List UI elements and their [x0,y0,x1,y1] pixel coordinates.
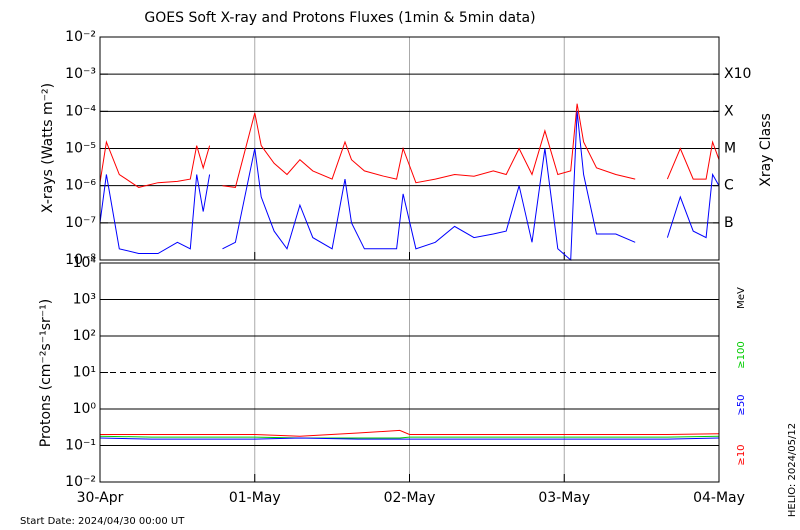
y-tick-label: 10⁻³ [65,66,96,82]
y2-axis-label: Xray Class [758,113,774,187]
y-tick-label: 10⁻⁶ [65,178,96,194]
y-tick-label: 10⁰ [73,401,97,417]
class-label: X10 [724,66,751,82]
plot-frame [99,36,720,261]
x-tick-label: 02-May [384,490,436,506]
y-tick-label: 10⁻⁸ [65,252,96,268]
y-tick-label: 10⁻⁴ [65,103,96,119]
legend-label: ≥100 [736,341,747,368]
y-tick-label: 10⁻⁷ [65,215,96,231]
series-line [99,435,720,439]
series-line [99,437,720,440]
x-tick-label: 04-May [693,490,745,506]
y-tick-label: 10³ [73,292,96,308]
y-tick-label: 10⁻¹ [65,438,96,454]
helio-date: HELIO: 2024/05/12 [787,423,798,517]
series-line [99,103,720,188]
class-label: M [724,141,736,157]
y-tick-label: 10⁻² [65,29,96,45]
y-tick-label: 10² [73,328,96,344]
x-tick-label: 01-May [229,490,281,506]
x-tick-label: 30-Apr [77,490,124,506]
y-tick-label: 10¹ [73,365,96,381]
x-tick-label: 03-May [538,490,590,506]
chart-title: GOES Soft X-ray and Protons Fluxes (1min… [144,10,535,26]
legend-label: ≥10 [736,444,747,465]
plot-frame [99,262,720,483]
start-date: Start Date: 2024/04/30 00:00 UT [20,516,185,527]
legend-title: MeV [736,287,747,309]
class-label: X [724,103,734,119]
class-label: B [724,215,734,231]
y-tick-label: 10⁴ [73,255,97,271]
legend-label: ≥50 [736,394,747,415]
class-label: C [724,178,734,194]
y-axis-label: X-rays (Watts m⁻²) [40,83,56,213]
y-tick-label: 10⁻² [65,474,96,490]
y-axis-label: Protons (cm⁻²s⁻¹sr⁻¹) [38,299,54,448]
series-line [100,429,720,437]
y-tick-label: 10⁻⁵ [65,141,96,157]
